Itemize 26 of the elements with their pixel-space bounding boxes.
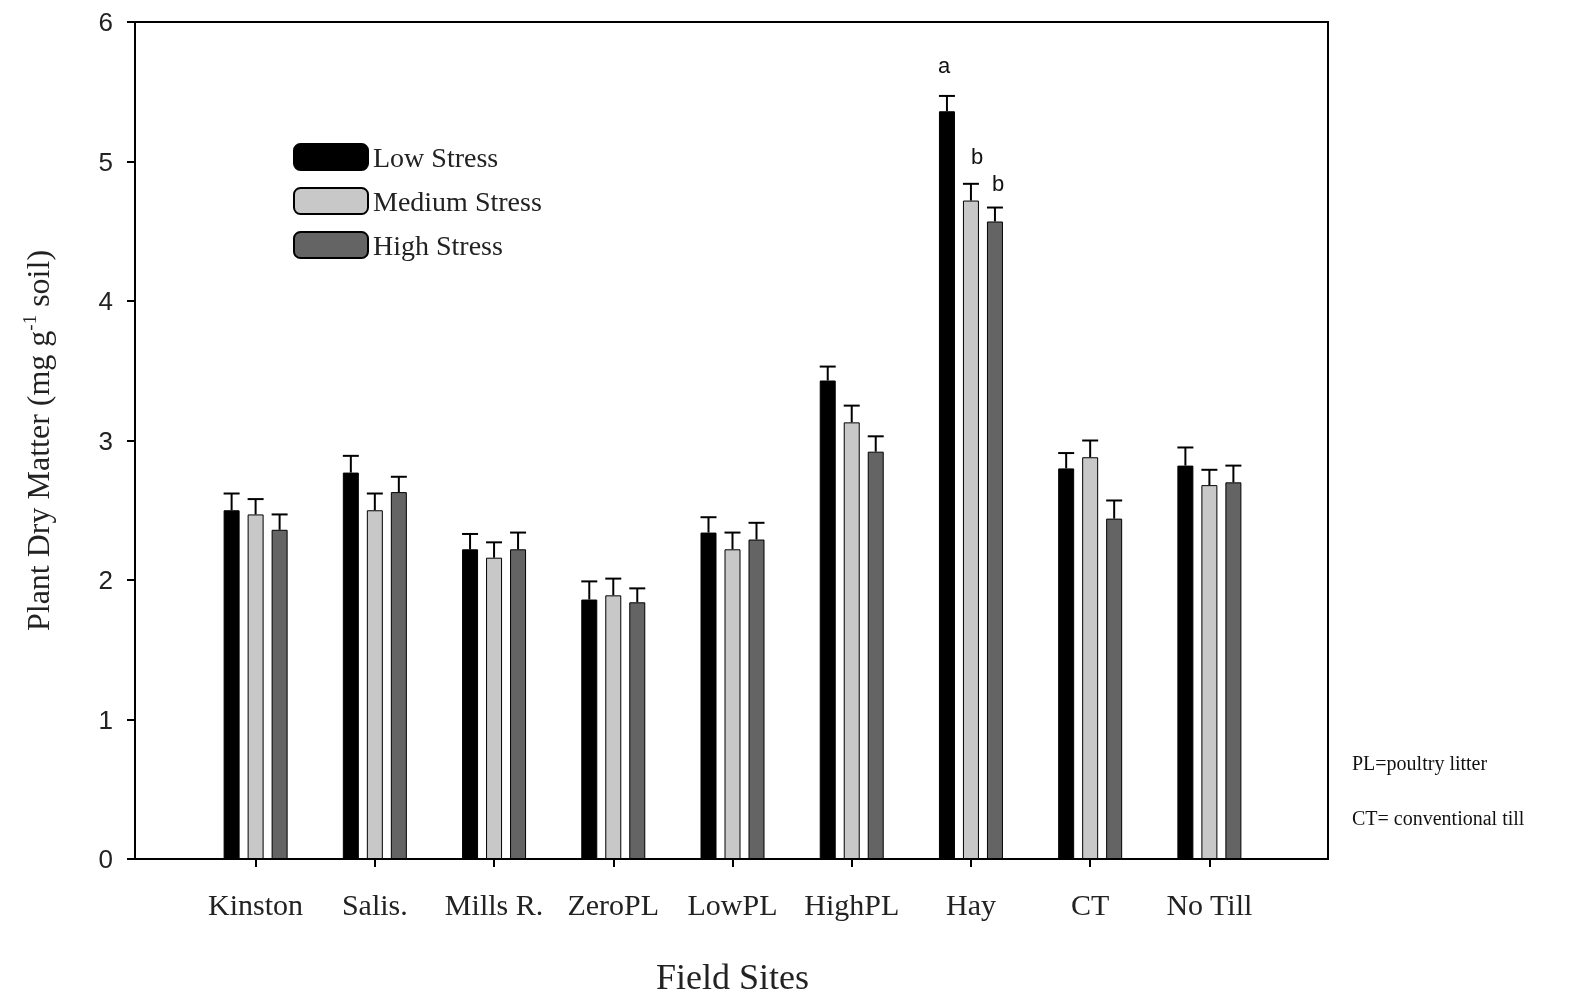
y-tick-label: 4 <box>98 286 113 316</box>
x-tick-label: HighPL <box>804 887 900 921</box>
x-tick-label: Mills R. <box>444 887 544 921</box>
x-tick-label: Hay <box>945 887 996 921</box>
text: PL=poultry litter <box>1352 752 1488 775</box>
y-tick-label: 5 <box>98 146 113 177</box>
x-axis-title: Field Sites <box>655 957 810 997</box>
y-tick-label: 3 <box>98 425 113 456</box>
annotation: a <box>938 52 951 78</box>
legend-label: Medium Stress <box>373 185 542 217</box>
legend-label: High Stress <box>373 229 503 261</box>
annotation: b <box>971 143 984 169</box>
x-tick-label: No Till <box>1166 887 1253 921</box>
x-tick-label: CT <box>1070 887 1110 921</box>
y-tick-label: 6 <box>98 7 113 37</box>
annotation: b <box>992 170 1005 196</box>
y-tick-label: 1 <box>98 704 113 735</box>
x-tick-label: Kinston <box>208 887 304 921</box>
text: CT= conventional till <box>1352 807 1525 829</box>
legend-label: Low Stress <box>373 141 499 173</box>
y-axis-title: Plant Dry Matter (mg g-1 soil) <box>19 249 56 632</box>
x-tick-label: Salis. <box>341 887 408 921</box>
x-tick-label: LowPL <box>687 887 778 921</box>
y-tick-label: 2 <box>98 565 113 595</box>
y-tick-label: 0 <box>98 844 113 874</box>
x-tick-label: ZeroPL <box>567 887 660 921</box>
